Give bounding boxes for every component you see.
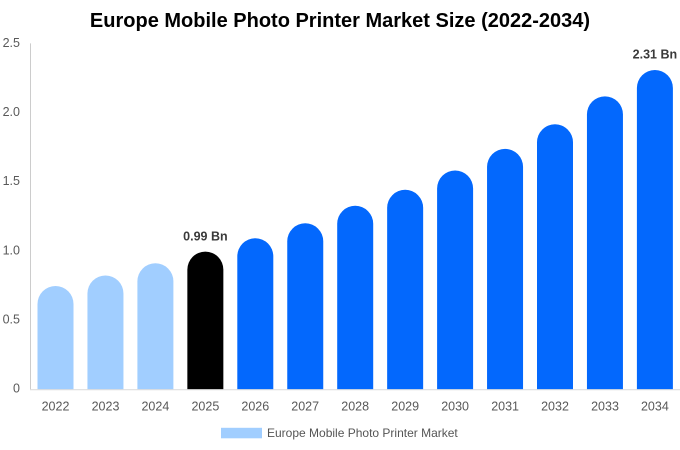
svg-text:2.31 Bn: 2.31 Bn (633, 48, 677, 62)
svg-text:2033: 2033 (591, 400, 619, 414)
svg-text:2027: 2027 (291, 400, 319, 414)
svg-text:2030: 2030 (441, 400, 469, 414)
svg-text:2.0: 2.0 (3, 105, 20, 119)
svg-text:2.5: 2.5 (3, 36, 20, 50)
svg-text:Europe Mobile Photo Printer Ma: Europe Mobile Photo Printer Market Size … (90, 10, 590, 32)
svg-text:1.5: 1.5 (3, 174, 20, 188)
svg-text:2023: 2023 (92, 400, 120, 414)
svg-text:2025: 2025 (191, 400, 219, 414)
svg-text:2031: 2031 (491, 400, 519, 414)
svg-text:0.99 Bn: 0.99 Bn (183, 230, 227, 244)
svg-text:2029: 2029 (391, 400, 419, 414)
svg-text:2034: 2034 (641, 400, 669, 414)
svg-text:0.5: 0.5 (3, 313, 20, 327)
svg-text:Europe Mobile Photo Printer Ma: Europe Mobile Photo Printer Market (267, 426, 458, 440)
svg-text:2032: 2032 (541, 400, 569, 414)
svg-text:2028: 2028 (341, 400, 369, 414)
svg-text:1.0: 1.0 (3, 243, 20, 257)
svg-text:2026: 2026 (241, 400, 269, 414)
svg-text:2022: 2022 (42, 400, 70, 414)
svg-text:2024: 2024 (141, 400, 169, 414)
svg-text:0: 0 (13, 382, 20, 396)
